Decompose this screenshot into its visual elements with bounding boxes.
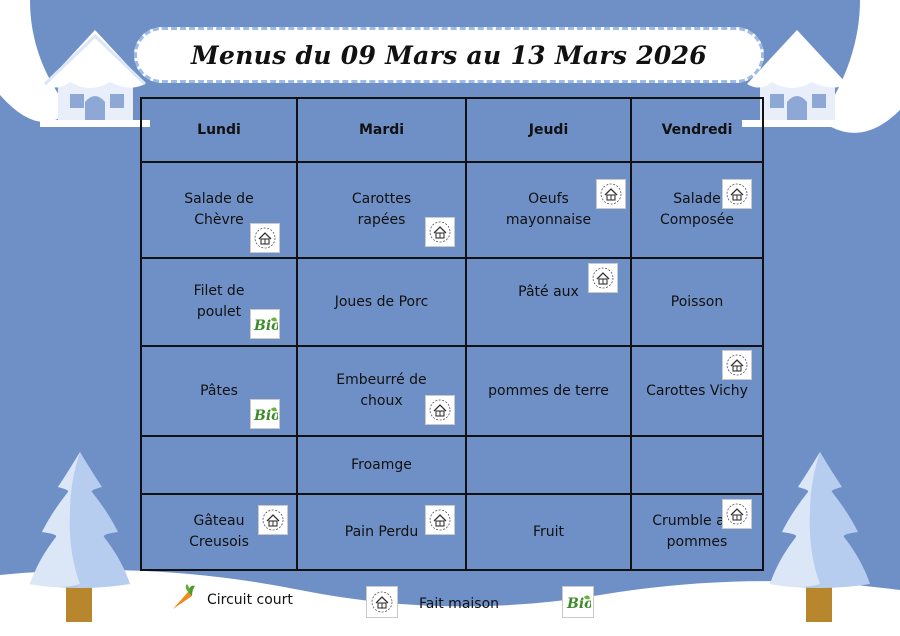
carrot-icon xyxy=(168,582,198,612)
house-icon xyxy=(596,179,626,209)
table-row: Gâteau Creusois Pain Perdu Fruit Crumble… xyxy=(140,493,764,571)
svg-text:Bio: Bio xyxy=(566,596,591,612)
house-icon xyxy=(425,395,455,425)
menu-cell: Filet de poulet Bio xyxy=(140,257,298,347)
dish-name: Embeurré de choux xyxy=(336,372,427,409)
menu-cell: Poisson xyxy=(630,257,764,347)
snow-tree-left-icon xyxy=(30,452,130,622)
bio-icon: Bio xyxy=(250,399,280,429)
house-icon xyxy=(425,217,455,247)
menu-cell: Carottes rapées xyxy=(296,161,467,259)
house-icon xyxy=(425,505,455,535)
menu-cell: Salade de Chèvre xyxy=(140,161,298,259)
menu-cell: Crumble aux pommes xyxy=(630,493,764,571)
column-header-lundi: Lundi xyxy=(140,97,298,163)
dish-name: Carottes Vichy xyxy=(646,382,748,399)
menu-table: Lundi Mardi Jeudi Vendredi Salade de Chè… xyxy=(140,97,764,571)
menu-cell: pommes de terre xyxy=(465,345,632,437)
dish-name: Oeufs mayonnaise xyxy=(505,191,592,228)
title-banner: Menus du 09 Mars au 13 Mars 2026 xyxy=(134,27,764,83)
svg-text:Bio: Bio xyxy=(253,408,278,424)
svg-text:Bio: Bio xyxy=(253,318,278,334)
table-row: Salade de Chèvre Carottes rapées Oeufs m… xyxy=(140,161,764,259)
legend-fait-maison: Fait maison xyxy=(419,596,500,612)
dish-name: pommes de terre xyxy=(488,382,609,399)
menu-cell: Oeufs mayonnaise xyxy=(465,161,632,259)
dish-name: Carottes rapées xyxy=(351,191,412,228)
dish-name: Joues de Porc xyxy=(334,293,429,310)
house-icon xyxy=(588,263,618,293)
legend-circuit-court: Circuit court xyxy=(207,592,293,608)
bio-icon: Bio xyxy=(250,309,280,339)
house-icon xyxy=(250,223,280,253)
column-header-vendredi: Vendredi xyxy=(630,97,764,163)
menu-cell: Embeurré de choux xyxy=(296,345,467,437)
dish-name: Salade Composée xyxy=(660,191,734,228)
menu-cell xyxy=(465,435,632,495)
menu-cell: Joues de Porc xyxy=(296,257,467,347)
dish-name: Pâtes xyxy=(200,382,238,399)
table-row: Filet de poulet Bio Joues de Porc Pâté a… xyxy=(140,257,764,347)
dish-name: Pain Perdu xyxy=(344,523,419,540)
house-icon xyxy=(722,499,752,529)
column-header-jeudi: Jeudi xyxy=(465,97,632,163)
dish-name: Pâté aux xyxy=(518,283,579,300)
table-row: Pâtes Bio Embeurré de choux pommes de te… xyxy=(140,345,764,437)
snow-house-left-icon xyxy=(40,30,150,127)
dish-name: Crumble aux pommes xyxy=(652,513,742,550)
menu-cell: Salade Composée xyxy=(630,161,764,259)
dish-name: Filet de poulet xyxy=(193,283,245,320)
menu-cell: Pâtes Bio xyxy=(140,345,298,437)
house-icon xyxy=(722,350,752,380)
menu-cell: Froamge xyxy=(296,435,467,495)
table-header-row: Lundi Mardi Jeudi Vendredi xyxy=(140,97,764,163)
menu-cell: Pain Perdu xyxy=(296,493,467,571)
snow-house-right-icon xyxy=(742,30,852,127)
menu-cell: Gâteau Creusois xyxy=(140,493,298,571)
dish-name: Froamge xyxy=(351,456,412,473)
menu-cell: Fruit xyxy=(465,493,632,571)
snow-tree-right-icon xyxy=(770,452,870,622)
dish-name: Poisson xyxy=(670,293,724,310)
menu-cell xyxy=(630,435,764,495)
legend-bio-icon: Bio xyxy=(562,586,594,618)
house-icon xyxy=(258,505,288,535)
table-row: Froamge xyxy=(140,435,764,495)
dish-name: Fruit xyxy=(532,523,565,540)
column-header-mardi: Mardi xyxy=(296,97,467,163)
page-title: Menus du 09 Mars au 13 Mars 2026 xyxy=(191,40,707,70)
dish-name: Salade de Chèvre xyxy=(184,191,254,228)
dish-name: Gâteau Creusois xyxy=(189,513,249,550)
house-icon xyxy=(722,179,752,209)
menu-cell: Carottes Vichy xyxy=(630,345,764,437)
legend-house-icon xyxy=(366,586,398,618)
menu-cell xyxy=(140,435,298,495)
menu-cell: Pâté aux xyxy=(465,257,632,347)
